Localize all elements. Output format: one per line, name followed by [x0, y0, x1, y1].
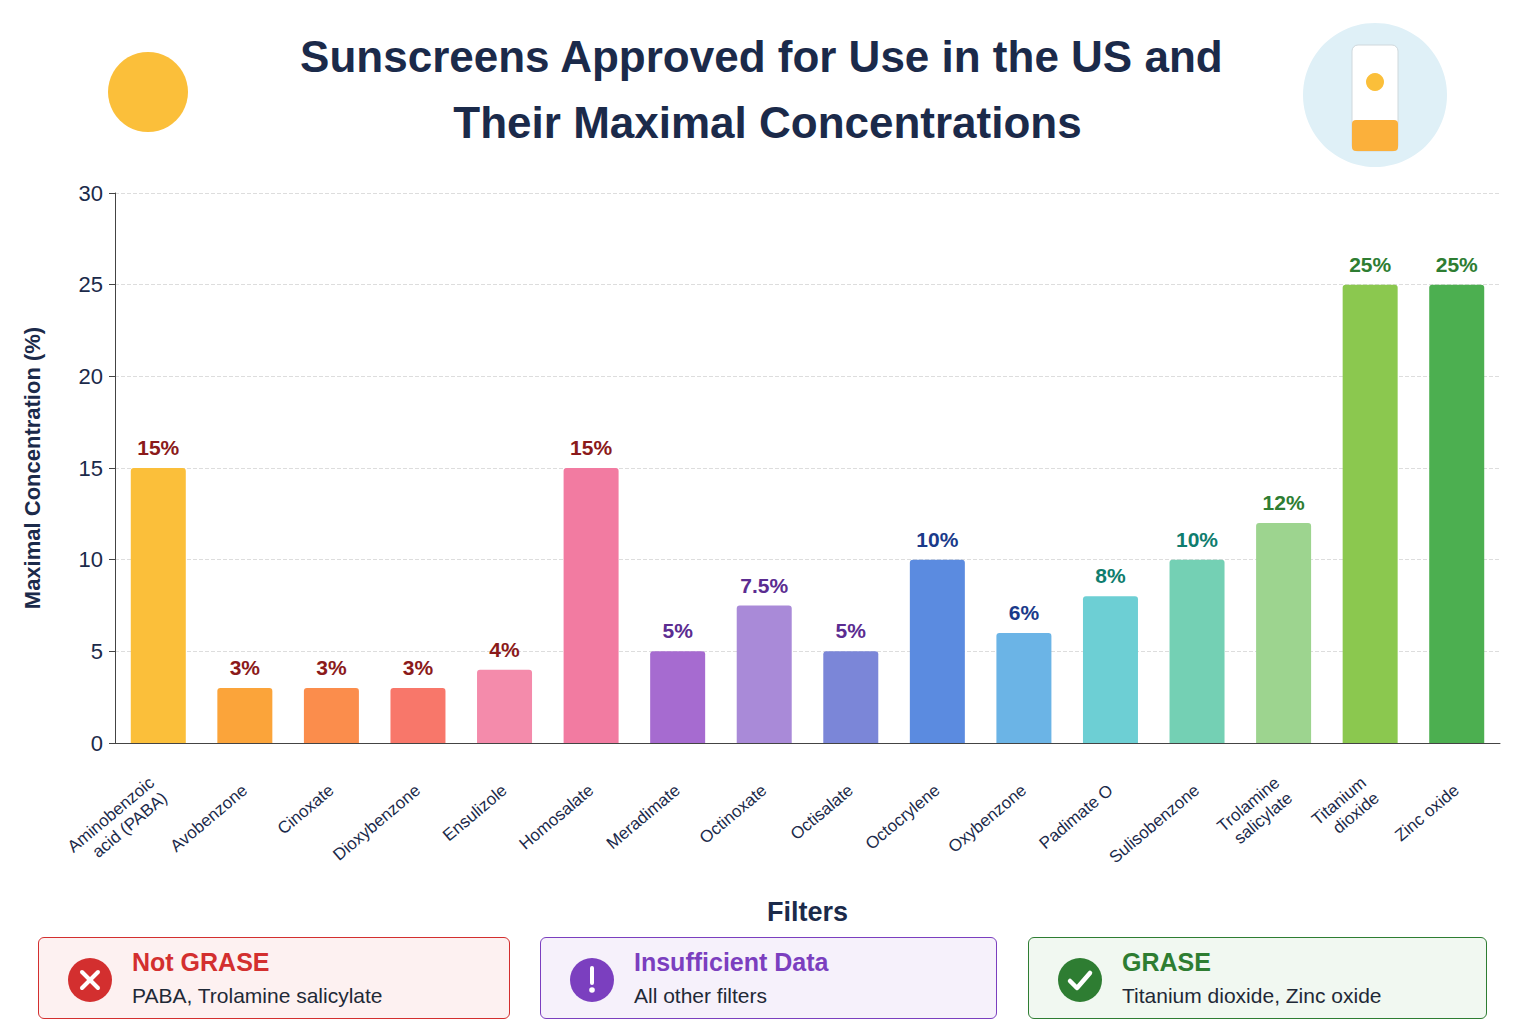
- svg-text:15%: 15%: [137, 436, 179, 459]
- svg-text:10%: 10%: [916, 528, 958, 551]
- svg-text:8%: 8%: [1095, 564, 1126, 587]
- svg-text:Dioxybenzone: Dioxybenzone: [329, 781, 424, 865]
- svg-text:Aminobenzoic: Aminobenzoic: [64, 773, 158, 857]
- html-text:Titanium dioxide, Zinc oxide: Titanium dioxide, Zinc oxide: [1122, 984, 1382, 1007]
- svg-text:Padimate O: Padimate O: [1036, 781, 1117, 853]
- svg-text:Oxybenzone: Oxybenzone: [945, 781, 1030, 857]
- svg-text:Sulisobenzone: Sulisobenzone: [1105, 781, 1203, 867]
- svg-text:5: 5: [91, 639, 103, 664]
- svg-text:12%: 12%: [1263, 491, 1305, 514]
- svg-text:5%: 5%: [836, 619, 867, 642]
- html-text:GRASE: GRASE: [1122, 948, 1211, 976]
- svg-text:acid (PABA): acid (PABA): [89, 788, 171, 861]
- svg-text:25: 25: [79, 272, 103, 297]
- svg-text:Octinoxate: Octinoxate: [696, 781, 770, 848]
- svg-text:3%: 3%: [230, 656, 261, 679]
- svg-text:Avobenzone: Avobenzone: [167, 781, 251, 856]
- svg-text:Meradimate: Meradimate: [603, 781, 684, 853]
- svg-text:3%: 3%: [316, 656, 347, 679]
- svg-text:25%: 25%: [1436, 253, 1478, 276]
- svg-text:Sunscreens Approved for Use in: Sunscreens Approved for Use in the US an…: [300, 32, 1235, 81]
- svg-text:3%: 3%: [403, 656, 434, 679]
- svg-text:Homosalate: Homosalate: [516, 781, 598, 854]
- svg-text:salicylate: salicylate: [1230, 788, 1296, 848]
- svg-text:4%: 4%: [489, 638, 520, 661]
- svg-text:15%: 15%: [570, 436, 612, 459]
- svg-text:6%: 6%: [1009, 601, 1040, 624]
- svg-text:20: 20: [79, 364, 103, 389]
- svg-text:Cinoxate: Cinoxate: [274, 781, 338, 839]
- svg-text:Maximal Concentration (%): Maximal Concentration (%): [20, 327, 45, 609]
- svg-text:Their Maximal Concentrations: Their Maximal Concentrations: [453, 98, 1081, 147]
- svg-text:Zinc oxide: Zinc oxide: [1391, 781, 1463, 845]
- svg-text:dioxide: dioxide: [1329, 788, 1382, 837]
- html-text:PABA, Trolamine salicylate: PABA, Trolamine salicylate: [132, 984, 383, 1007]
- html-text:Insufficient Data: Insufficient Data: [634, 948, 829, 976]
- html-text:All other filters: All other filters: [634, 984, 767, 1007]
- svg-text:30: 30: [79, 181, 103, 206]
- svg-text:0: 0: [91, 731, 103, 756]
- svg-text:Ensulizole: Ensulizole: [439, 781, 511, 845]
- svg-text:15: 15: [79, 456, 103, 481]
- svg-text:7.5%: 7.5%: [740, 574, 788, 597]
- svg-text:Titanium: Titanium: [1308, 773, 1370, 830]
- svg-text:10: 10: [79, 547, 103, 572]
- svg-text:10%: 10%: [1176, 528, 1218, 551]
- svg-text:Octocrylene: Octocrylene: [862, 781, 944, 854]
- svg-text:25%: 25%: [1349, 253, 1391, 276]
- svg-text:Trolamine: Trolamine: [1213, 773, 1284, 836]
- svg-text:5%: 5%: [662, 619, 693, 642]
- html-text:Not GRASE: Not GRASE: [132, 948, 270, 976]
- svg-text:Octisalate: Octisalate: [787, 781, 857, 844]
- svg-text:Filters: Filters: [767, 897, 848, 927]
